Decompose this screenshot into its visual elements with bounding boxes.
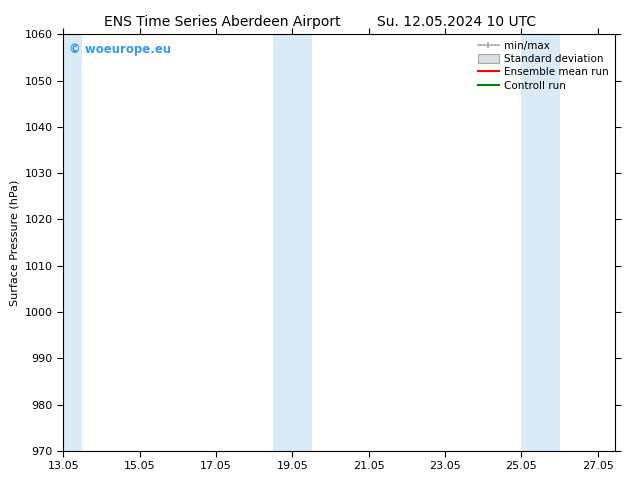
Text: Su. 12.05.2024 10 UTC: Su. 12.05.2024 10 UTC (377, 15, 536, 29)
Bar (521, 34, 541, 451)
Bar (292, 34, 311, 451)
Bar (63, 34, 82, 451)
Text: © woeurope.eu: © woeurope.eu (69, 43, 171, 56)
Text: ENS Time Series Aberdeen Airport: ENS Time Series Aberdeen Airport (103, 15, 340, 29)
Legend: min/max, Standard deviation, Ensemble mean run, Controll run: min/max, Standard deviation, Ensemble me… (474, 36, 613, 95)
Y-axis label: Surface Pressure (hPa): Surface Pressure (hPa) (10, 179, 19, 306)
Bar (541, 34, 560, 451)
Bar (273, 34, 292, 451)
